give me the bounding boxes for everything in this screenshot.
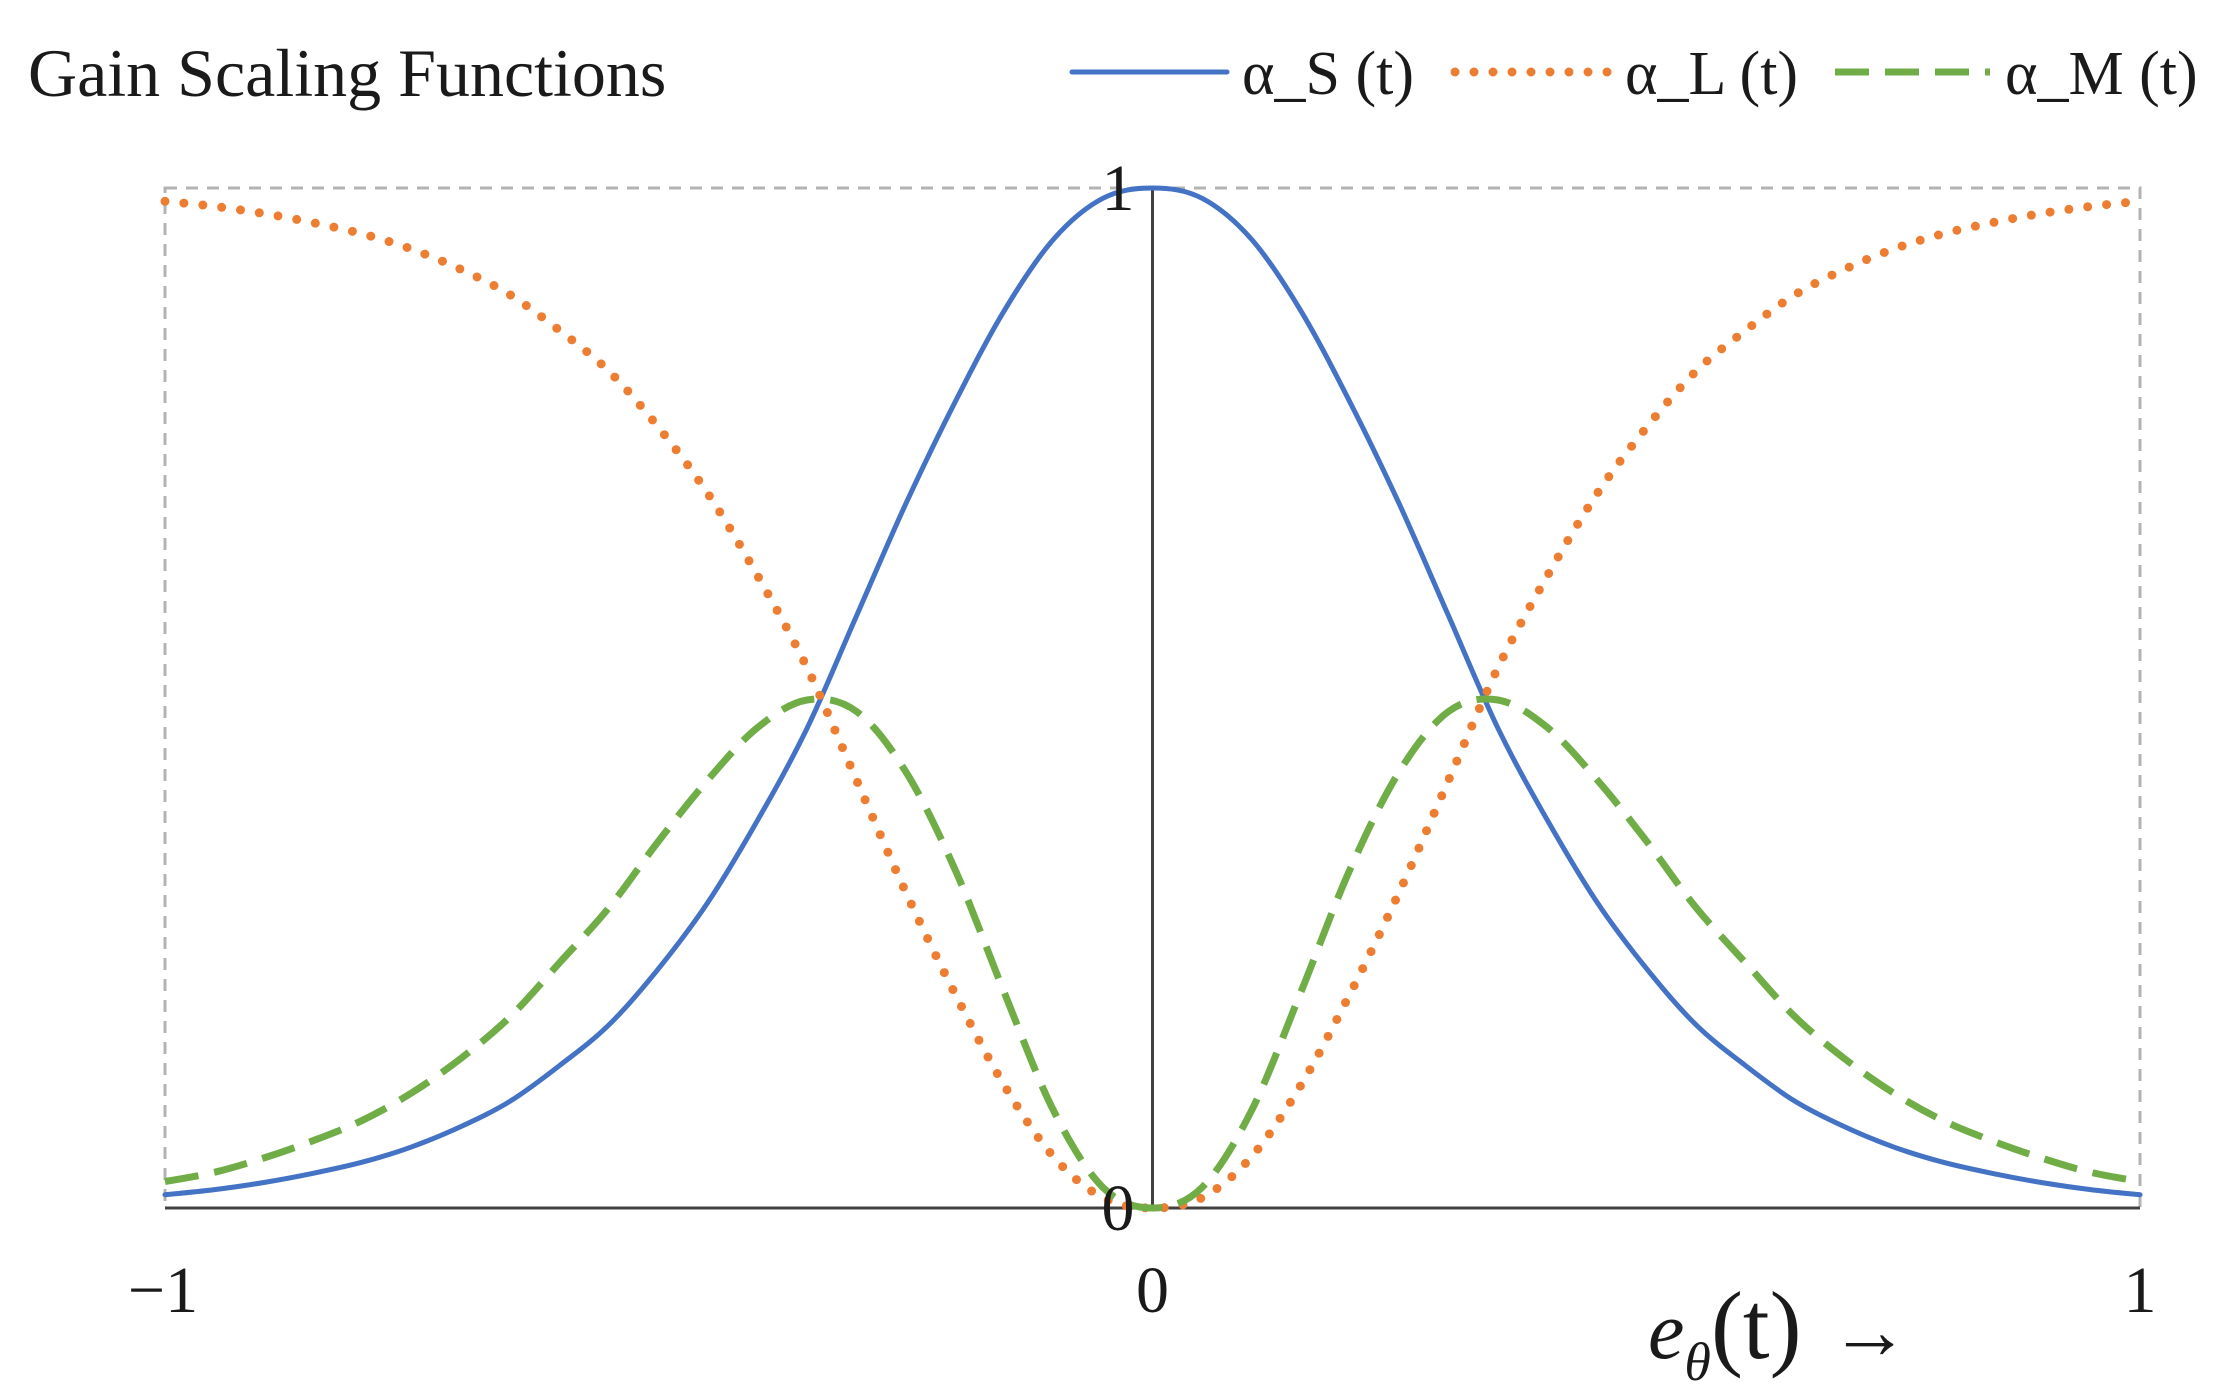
legend-item-mt: α_M (t) bbox=[1835, 40, 2198, 108]
legend-label: α_M (t) bbox=[2005, 40, 2198, 108]
y-tick-label: 0 bbox=[1102, 1172, 1135, 1245]
x-axis-label-argument: (t) bbox=[1711, 1272, 1802, 1379]
series-line-st bbox=[162, 185, 2143, 1198]
tick-layer: −1 0 1 0 1 bbox=[128, 152, 2157, 1327]
legend-item-lt: α_L (t) bbox=[1450, 40, 1798, 108]
x-tick-label: 0 bbox=[1136, 1254, 1169, 1327]
x-axis-label-subscript: θ bbox=[1684, 1332, 1711, 1392]
x-axis-label: eθ(t) → bbox=[1648, 1272, 1910, 1392]
series-layer bbox=[160, 185, 2145, 1213]
legend: α_S (t) α_L (t) α_M (t) bbox=[1069, 40, 2198, 108]
chart-title: Gain Scaling Functions bbox=[28, 35, 666, 111]
x-axis-label-symbol: e bbox=[1648, 1285, 1684, 1376]
legend-label: α_S (t) bbox=[1242, 40, 1414, 108]
legend-item-st: α_S (t) bbox=[1069, 40, 1414, 108]
x-tick-label: 1 bbox=[2124, 1254, 2157, 1327]
x-axis-label-arrow: → bbox=[1830, 1288, 1910, 1376]
series-line-mt bbox=[164, 695, 2141, 1212]
y-tick-label: 1 bbox=[1102, 152, 1135, 225]
series-line-lt bbox=[160, 196, 2145, 1213]
legend-label: α_L (t) bbox=[1625, 40, 1798, 108]
x-tick-label: −1 bbox=[128, 1254, 198, 1327]
